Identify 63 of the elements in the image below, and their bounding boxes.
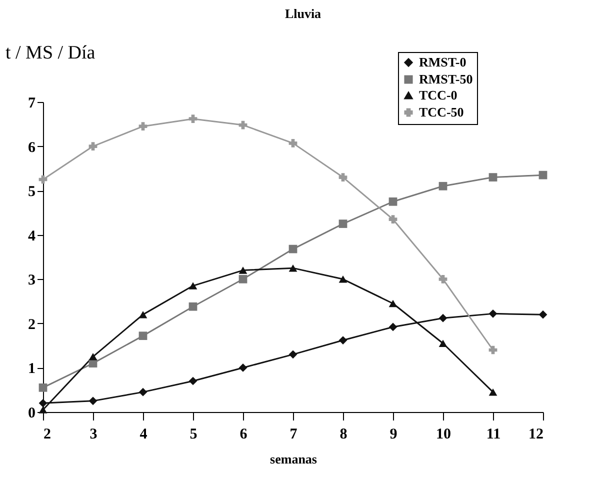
point [188, 376, 198, 386]
point [388, 322, 398, 332]
point [288, 244, 298, 254]
y-tick-label: 3 [28, 272, 36, 289]
legend-label: RMST-0 [419, 54, 466, 70]
point [388, 300, 398, 308]
point [138, 310, 148, 318]
x-tick-label: 5 [190, 426, 198, 442]
x-tick-label: 6 [240, 426, 248, 442]
x-axis-title: semanas [270, 452, 317, 466]
y-tick-label: 2 [28, 316, 36, 333]
y-tick-label: 6 [28, 140, 36, 156]
point [88, 396, 98, 406]
point [38, 383, 48, 392]
point [288, 264, 298, 272]
point [488, 173, 498, 182]
x-tick-label: 7 [290, 426, 298, 442]
point [238, 274, 248, 284]
point [338, 173, 348, 182]
x-tick-label: 4 [140, 426, 148, 442]
x-tick-label: 9 [390, 426, 398, 442]
y-tick-label: 5 [28, 184, 36, 200]
x-tick-label: 12 [528, 426, 544, 442]
point [438, 274, 448, 284]
point [438, 182, 448, 190]
point [388, 197, 398, 206]
point [88, 142, 98, 150]
point [338, 336, 348, 344]
point [338, 276, 348, 283]
chart-title: Lluvia [284, 6, 322, 21]
point [488, 388, 498, 396]
point [338, 220, 348, 228]
point [438, 314, 448, 322]
x-tick-label: 11 [486, 426, 501, 442]
y-tick-label: 0 [28, 406, 36, 422]
point [538, 310, 548, 319]
point [438, 340, 448, 347]
legend-label: TCC-0 [419, 88, 458, 102]
point [288, 350, 298, 359]
point [238, 364, 248, 372]
point [138, 332, 148, 340]
x-tick-label: 2 [44, 426, 51, 442]
y-axis-title: t / MS / Día [6, 42, 96, 64]
point [138, 122, 148, 131]
y-tick-label: 7 [28, 96, 36, 112]
legend-label: RMST-50 [419, 72, 473, 86]
point [538, 170, 548, 180]
point [188, 114, 198, 124]
y-tick-label: 1 [28, 361, 36, 378]
point [188, 282, 198, 290]
x-tick-label: 10 [436, 426, 451, 442]
y-tick-label: 4 [28, 228, 36, 244]
point [88, 353, 98, 360]
point [238, 266, 248, 274]
point [188, 302, 198, 311]
x-tick-label: 8 [340, 426, 348, 442]
point [388, 215, 398, 224]
point [488, 310, 498, 318]
legend-label: TCC-50 [419, 104, 464, 120]
point [288, 139, 298, 148]
x-tick-label: 3 [90, 426, 98, 442]
point [138, 388, 148, 396]
point [38, 398, 48, 408]
